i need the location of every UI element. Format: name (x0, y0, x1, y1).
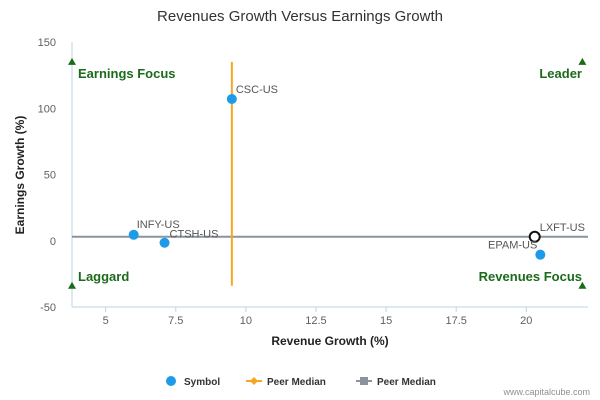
quadrant-label-bottom-right: Revenues Focus (479, 269, 582, 284)
y-axis-label: Earnings Growth (%) (13, 116, 27, 235)
legend-label: Peer Median (377, 377, 436, 388)
data-point-label: CSC-US (236, 84, 278, 96)
legend: Symbol Peer Median Peer Median (166, 376, 436, 388)
corner-triangle-icon (578, 281, 587, 289)
quadrant-label-top-left: Earnings Focus (78, 66, 176, 81)
quadrant-label-bottom-left: Laggard (78, 269, 129, 284)
x-tick-label: 12.5 (305, 315, 326, 327)
x-tick-label: 15 (380, 315, 392, 327)
legend-diamond-icon (250, 377, 258, 385)
chart-title: Revenues Growth Versus Earnings Growth (157, 8, 443, 25)
legend-label: Symbol (184, 377, 220, 388)
data-point-label: INFY-US (137, 219, 180, 231)
y-tick-label: 50 (44, 170, 56, 182)
x-axis-label: Revenue Growth (%) (271, 334, 388, 348)
data-point-label: LXFT-US (540, 222, 585, 234)
y-tick-label: 0 (50, 236, 56, 248)
data-point (535, 249, 546, 260)
corner-triangle-icon (578, 57, 587, 65)
x-tick-label: 17.5 (445, 315, 466, 327)
y-tick-label: 150 (38, 37, 56, 49)
legend-square-icon (360, 377, 368, 385)
data-point (226, 93, 237, 104)
plot-area: 5 7.5 10 12.5 15 17.5 20 150 100 50 0 -50 CSC-US INFY… (38, 37, 588, 327)
legend-item-peer-median-vertical[interactable]: Peer Median (246, 377, 326, 388)
credit-text: www.capitalcube.com (502, 387, 590, 397)
corner-triangle-icon (68, 281, 76, 289)
quadrant-label-top-right: Leader (539, 66, 582, 81)
legend-label: Peer Median (267, 377, 326, 388)
y-tick-label: -50 (40, 302, 56, 314)
y-tick-label: 100 (38, 103, 56, 115)
x-tick-label: 7.5 (168, 315, 183, 327)
data-point-label: EPAM-US (488, 240, 537, 252)
x-tick-label: 5 (103, 315, 109, 327)
legend-item-peer-median-horizontal[interactable]: Peer Median (356, 377, 436, 388)
data-point (159, 237, 170, 248)
x-tick-label: 20 (520, 315, 532, 327)
legend-item-symbol[interactable]: Symbol (166, 376, 220, 388)
data-point-label: CTSH-US (170, 229, 219, 241)
corner-triangle-icon (68, 57, 76, 65)
legend-circle-icon (166, 376, 176, 386)
data-point-highlighted (528, 230, 541, 243)
data-point (128, 229, 139, 240)
x-tick-label: 10 (240, 315, 252, 327)
